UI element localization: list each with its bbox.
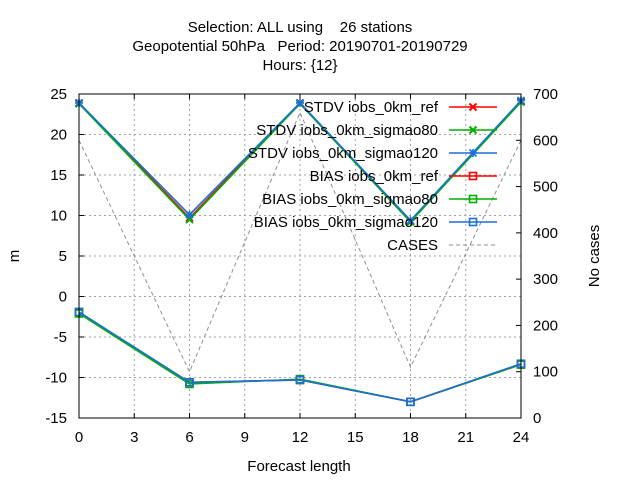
y2-tick-label: 100 [533,364,558,381]
series-line [78,312,522,403]
legend-marker [468,217,478,227]
data-point [295,375,305,385]
y2-axis-ticks: 0 100 200 300 400 500 600 700 [516,86,558,427]
legend-marker [468,194,478,204]
x-tick-label: 15 [347,429,364,446]
x-tick-label: 18 [402,429,419,446]
y2-tick-label: 700 [533,86,558,103]
legend-label: BIAS iobs_0km_ref [310,168,439,185]
data-point [185,210,194,219]
legend-item: BIAS iobs_0km_sigmao120 [254,214,497,231]
x-tick-label: 21 [457,429,474,446]
data-point [185,378,194,387]
y-axis-ticks: -15 -10 -5 0 5 10 15 20 25 [45,86,84,427]
legend-label: STDV iobs_0km_sigmao80 [256,122,438,139]
legend-label: CASES [387,237,438,254]
legend-item: STDV iobs_0km_ref [304,99,497,116]
y2-tick-label: 600 [533,132,558,149]
series-line [78,312,522,403]
y-tick-label: -5 [54,329,67,346]
y-tick-label: -10 [45,370,67,387]
y-tick-label: 20 [50,127,67,144]
data-point [295,98,305,107]
x-tick-label: 0 [75,429,83,446]
legend-marker [468,148,478,158]
y-tick-label: 10 [50,208,67,225]
legend-item: CASES [387,237,497,254]
series-cases [78,111,522,373]
x-tick-label: 24 [513,429,530,446]
plot-frame [78,93,522,419]
series-line [78,311,522,403]
y2-tick-label: 0 [533,410,541,427]
chart-title-line-1: Selection: ALL using 26 stations [188,19,413,36]
x-tick-label: 12 [292,429,309,446]
legend: STDV iobs_0km_ref STDV iobs_0km_sigmao80 S… [248,99,497,254]
legend-marker [468,102,478,112]
legend-item: BIAS iobs_0km_sigmao80 [262,191,497,208]
x-tick-label: 6 [185,429,193,446]
legend-label: STDV iobs_0km_sigmao120 [248,145,438,162]
y2-tick-label: 300 [533,271,558,288]
y-tick-label: 15 [50,167,67,184]
legend-item: STDV iobs_0km_sigmao120 [248,145,497,162]
chart-title-line-3: Hours: {12} [262,57,337,74]
x-axis-label: Forecast length [247,458,350,475]
y-tick-label: -15 [45,410,67,427]
x-tick-label: 3 [130,429,138,446]
legend-marker [468,125,478,135]
y-axis-label: m [6,250,23,263]
legend-label: BIAS iobs_0km_sigmao120 [254,214,438,231]
data-point [406,216,415,225]
y2-axis-label: No cases [586,225,603,288]
grid [79,94,521,418]
y2-tick-label: 200 [533,317,558,334]
y-tick-label: 0 [59,289,67,306]
y2-tick-label: 400 [533,225,558,242]
y-tick-label: 25 [50,86,67,103]
chart-title: Selection: ALL using 26 stations Geopote… [132,19,467,74]
chart-title-line-2: Geopotential 50hPa Period: 20190701-2019… [132,38,467,55]
x-tick-label: 9 [241,429,249,446]
series-layer [74,96,526,407]
legend-item: STDV iobs_0km_sigmao80 [256,122,497,139]
series-line [78,111,522,373]
legend-marker [468,171,478,181]
legend-label: STDV iobs_0km_ref [304,99,439,116]
data-point [406,397,415,407]
legend-label: BIAS iobs_0km_sigmao80 [262,191,438,208]
x-axis-ticks: 0 3 6 9 12 15 18 21 24 [75,94,530,446]
y-tick-label: 5 [59,248,67,265]
legend-item: BIAS iobs_0km_ref [310,168,497,185]
y2-tick-label: 500 [533,179,558,196]
